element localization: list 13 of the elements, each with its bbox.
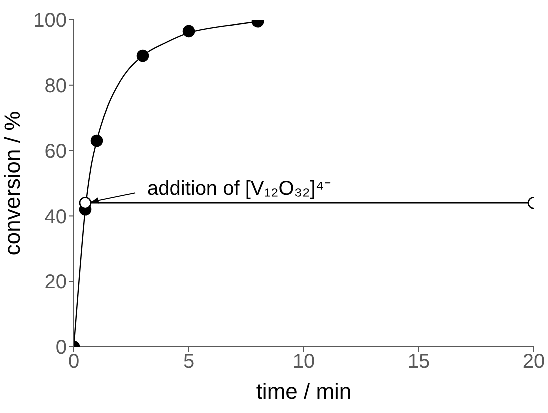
y-tick-label: 80 [44,76,67,98]
annotation: addition of [V₁₂O₃₂]⁴⁻ [148,178,332,200]
x-tick-label: 10 [292,351,316,374]
x-tick-label: 5 [183,351,195,374]
y-tick-label: 0 [56,337,67,360]
x-tick-label: 15 [408,351,430,374]
y-tick-label: 100 [34,10,67,32]
y-tick-label: 60 [44,140,67,163]
y-axis-title: conversion / % [0,111,25,256]
y-tick-label: 20 [44,272,67,294]
x-axis-title: time / min [256,379,352,404]
y-tick-label: 40 [44,206,67,228]
x-tick-label: 20 [522,351,546,374]
